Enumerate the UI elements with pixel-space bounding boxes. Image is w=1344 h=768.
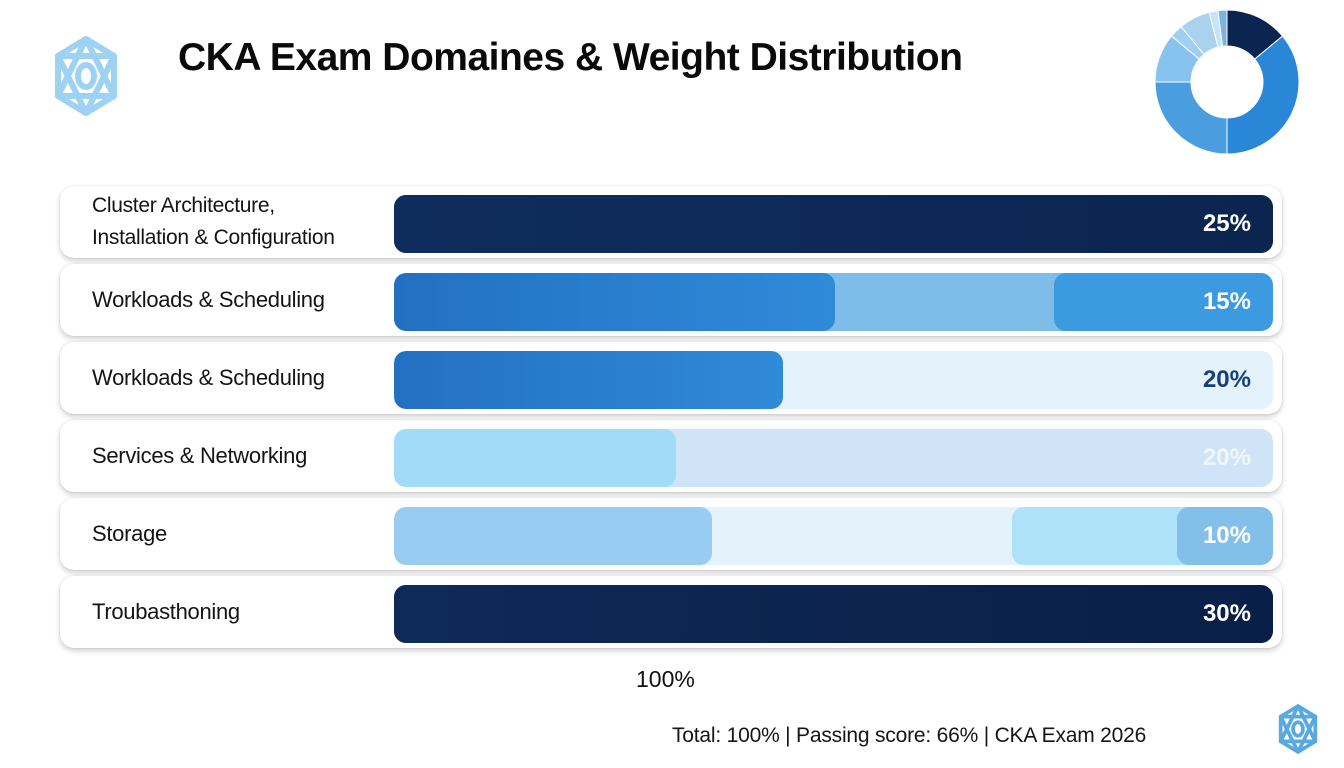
footer-text: Total: 100% | Passing score: 66% | CKA E…: [672, 724, 1147, 747]
bar-fill: [394, 351, 783, 409]
weight-bar: 20%: [394, 429, 1273, 487]
weight-value: 10%: [1202, 522, 1251, 549]
domain-label: Troubasthoning: [92, 599, 240, 624]
domain-row-storage: Storage 10%: [60, 498, 1282, 570]
bar-fill-cap: [1177, 507, 1273, 565]
domain-label-line1: Cluster Architecture,: [92, 194, 275, 217]
weight-bar: 25%: [394, 195, 1273, 253]
domain-label: Storage: [92, 521, 167, 546]
weight-bar: 20%: [394, 351, 1273, 409]
domain-row-workloads-scheduling: Workloads & Scheduling 15%: [60, 264, 1282, 336]
domain-row-troubleshooting: Troubasthoning 30%: [60, 576, 1282, 648]
bar-fill: [394, 195, 1273, 253]
donut-chart: [1154, 9, 1300, 155]
donut-segment: [1217, 9, 1228, 47]
weight-value: 15%: [1202, 288, 1251, 315]
bar-fill: [394, 585, 1273, 643]
donut-segment: [1226, 35, 1300, 155]
domain-label: Services & Networking: [92, 443, 308, 468]
domain-label: Cluster Architecture, Installation & Con…: [92, 186, 392, 258]
weight-bar: 15%: [394, 273, 1273, 331]
domain-label-line2: Installation & Configuration: [92, 226, 335, 249]
weight-value: 20%: [1202, 444, 1251, 471]
weight-value: 20%: [1202, 366, 1251, 393]
weight-value: 25%: [1202, 210, 1251, 237]
kubernetes-network-icon-small: [1278, 704, 1318, 754]
page-title: CKA Exam Domaines & Weight Distribution: [178, 36, 963, 79]
bar-fill: [394, 507, 712, 565]
kubernetes-network-icon: [55, 36, 117, 116]
weight-bar: 30%: [394, 585, 1273, 643]
bar-fill-end: [1054, 273, 1273, 331]
weight-bar: 10%: [394, 507, 1273, 565]
domain-label: Workloads & Scheduling: [92, 365, 325, 390]
domain-row-workloads-scheduling-2: Workloads & Scheduling 20%: [60, 342, 1282, 414]
bar-fill: [394, 429, 676, 487]
weight-value: 30%: [1202, 600, 1251, 627]
domain-label: Workloads & Scheduling: [92, 287, 325, 312]
total-label: 100%: [636, 666, 695, 692]
donut-segment: [1154, 81, 1228, 155]
domain-row-cluster-architecture: Cluster Architecture, Installation & Con…: [60, 186, 1282, 258]
domain-row-services-networking: Services & Networking 20%: [60, 420, 1282, 492]
bar-fill: [394, 273, 835, 331]
domain-list: Cluster Architecture, Installation & Con…: [60, 186, 1282, 654]
